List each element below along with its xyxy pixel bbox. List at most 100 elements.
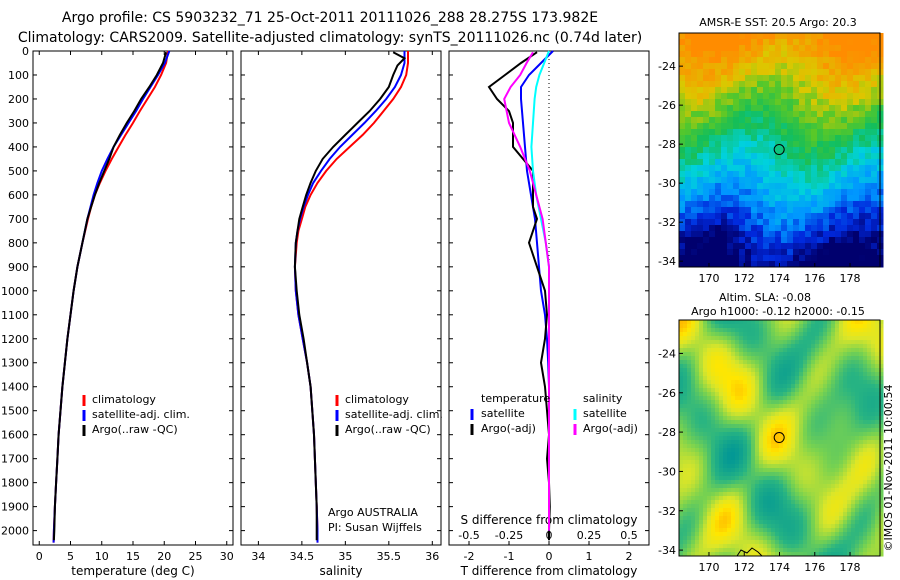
heatmap-cell	[739, 408, 744, 413]
heatmap-cell	[703, 528, 708, 533]
heatmap-cell	[811, 376, 816, 381]
heatmap-cell	[811, 231, 818, 238]
heatmap-cell	[695, 380, 700, 385]
heatmap-cell	[875, 472, 880, 477]
heatmap-cell	[769, 39, 776, 46]
heatmap-cell	[711, 440, 716, 445]
heatmap-cell	[793, 123, 800, 130]
heatmap-cell	[771, 500, 776, 505]
heatmap-cell	[697, 255, 704, 262]
heatmap-cell	[679, 153, 686, 160]
heatmap-cell	[695, 360, 700, 365]
heatmap-cell	[719, 452, 724, 457]
heatmap-cell	[775, 372, 780, 377]
heatmap-cell	[859, 524, 864, 529]
heatmap-cell	[707, 360, 712, 365]
heatmap-cell	[811, 81, 818, 88]
heatmap-cell	[863, 520, 868, 525]
heatmap-cell	[715, 364, 720, 369]
heatmap-cell	[743, 472, 748, 477]
heatmap-cell	[739, 63, 746, 70]
heatmap-cell	[851, 472, 856, 477]
heatmap-cell	[739, 340, 744, 345]
heatmap-cell	[875, 484, 880, 489]
heatmap-cell	[767, 440, 772, 445]
heatmap-cell	[763, 392, 768, 397]
heatmap-cell	[859, 183, 866, 190]
heatmap-cell	[687, 512, 692, 517]
heatmap-cell	[699, 448, 704, 453]
heatmap-cell	[799, 492, 804, 497]
heatmap-cell	[775, 135, 782, 142]
heatmap-cell	[751, 460, 756, 465]
heatmap-cell	[799, 57, 806, 64]
heatmap-cell	[791, 488, 796, 493]
heatmap-cell	[835, 51, 842, 58]
heatmap-cell	[691, 468, 696, 473]
heatmap-cell	[703, 105, 710, 112]
heatmap-cell	[879, 376, 884, 381]
heatmap-cell	[811, 388, 816, 393]
heatmap-cell	[769, 75, 776, 82]
heatmap-cell	[731, 384, 736, 389]
heatmap-cell	[859, 396, 864, 401]
heatmap-cell	[787, 400, 792, 405]
heatmap-cell	[679, 444, 684, 449]
heatmap-cell	[687, 392, 692, 397]
heatmap-cell	[739, 544, 744, 549]
heatmap-cell	[735, 456, 740, 461]
heatmap-cell	[847, 496, 852, 501]
heatmap-cell	[687, 384, 692, 389]
heatmap-cell	[759, 356, 764, 361]
heatmap-cell	[691, 324, 696, 329]
heatmap-cell	[757, 189, 764, 196]
heatmap-cell	[695, 356, 700, 361]
heatmap-cell	[803, 544, 808, 549]
heatmap-cell	[841, 159, 848, 166]
heatmap-cell	[739, 105, 746, 112]
heatmap-cell	[771, 460, 776, 465]
heatmap-cell	[695, 524, 700, 529]
heatmap-cell	[803, 436, 808, 441]
heatmap-cell	[827, 448, 832, 453]
heatmap-cell	[815, 376, 820, 381]
y-tick-label: -24	[658, 347, 676, 360]
heatmap-cell	[733, 237, 740, 244]
heatmap-cell	[871, 39, 878, 46]
heatmap-cell	[683, 540, 688, 545]
heatmap-cell	[703, 524, 708, 529]
heatmap-cell	[697, 153, 704, 160]
heatmap-cell	[783, 488, 788, 493]
heatmap-cell	[871, 255, 878, 262]
heatmap-cell	[853, 39, 860, 46]
heatmap-cell	[715, 93, 722, 100]
heatmap-cell	[799, 99, 806, 106]
heatmap-cell	[723, 372, 728, 377]
heatmap-cell	[863, 336, 868, 341]
heatmap-cell	[799, 372, 804, 377]
heatmap-cell	[707, 476, 712, 481]
y-tick-label: -24	[658, 60, 676, 73]
heatmap-cell	[839, 488, 844, 493]
heatmap-cell	[871, 544, 876, 549]
heatmap-cell	[745, 141, 752, 148]
heatmap-cell	[707, 392, 712, 397]
heatmap-cell	[679, 336, 684, 341]
heatmap-cell	[795, 464, 800, 469]
heatmap-cell	[697, 45, 704, 52]
heatmap-cell	[847, 400, 852, 405]
heatmap-cell	[823, 492, 828, 497]
heatmap-cell	[817, 81, 824, 88]
heatmap-cell	[679, 432, 684, 437]
heatmap-cell	[771, 376, 776, 381]
heatmap-cell	[747, 396, 752, 401]
heatmap-cell	[847, 484, 852, 489]
heatmap-cell	[853, 99, 860, 106]
heatmap-cell	[879, 436, 884, 441]
heatmap-cell	[817, 33, 824, 40]
heatmap-cell	[767, 388, 772, 393]
heatmap-cell	[835, 219, 842, 226]
heatmap-cell	[859, 392, 864, 397]
heatmap-cell	[855, 416, 860, 421]
heatmap-cell	[817, 213, 824, 220]
